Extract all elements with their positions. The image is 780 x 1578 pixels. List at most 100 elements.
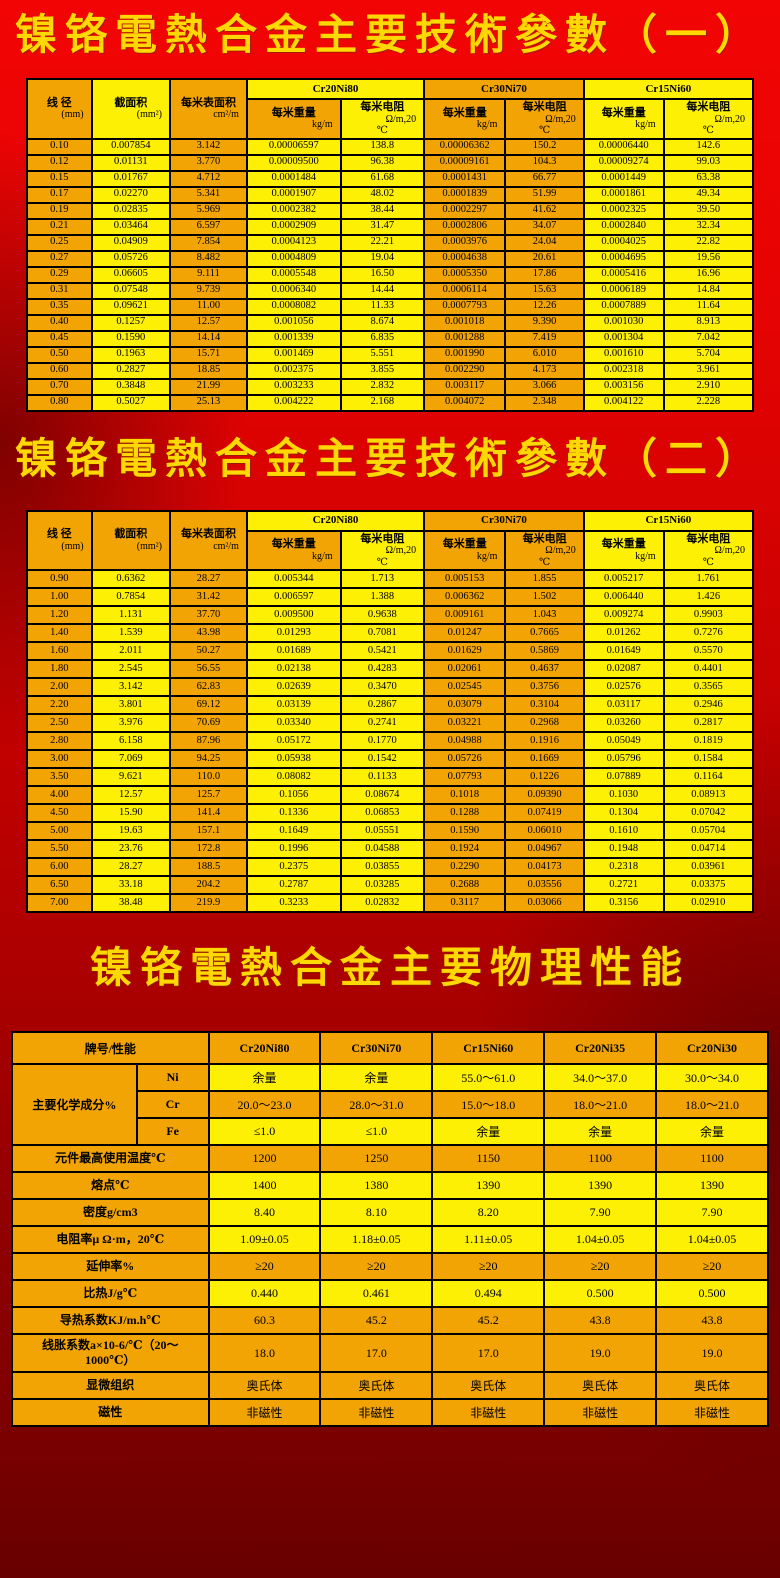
value-cell: 219.9 xyxy=(169,893,248,914)
value-cell: 非磁性 xyxy=(431,1398,546,1428)
physical-properties-table: 牌号/性能 Cr20Ni80 Cr30Ni70 Cr15Ni60 Cr20Ni3… xyxy=(11,1031,769,1428)
value-cell: 25.13 xyxy=(169,393,248,412)
value-cell: 0.494 xyxy=(431,1279,546,1309)
value-cell: 0.27 xyxy=(26,249,93,268)
value-cell: 69.12 xyxy=(169,695,248,716)
value-cell: 0.0005548 xyxy=(245,265,342,284)
value-cell: 16.96 xyxy=(662,265,755,284)
value-cell: 奥氏体 xyxy=(207,1371,322,1401)
value-cell: 1.388 xyxy=(339,587,426,608)
value-cell: 0.0007889 xyxy=(582,297,665,316)
value-cell: ≥20 xyxy=(655,1252,769,1282)
value-cell: 0.01262 xyxy=(582,623,665,644)
header-weight-per-meter: 每米重量 kg/m xyxy=(582,98,665,140)
value-cell: 0.03340 xyxy=(245,713,342,734)
header-wire-diameter: 线 径 (mm) xyxy=(26,78,93,140)
value-cell: 余量 xyxy=(319,1063,434,1093)
value-cell: 0.1584 xyxy=(662,749,755,770)
value-cell: 0.2827 xyxy=(90,361,172,380)
tech-params-table-2: 线 径 (mm) 截面积 (mm²) 每米表面积 cm²/m Cr20Ni80 … xyxy=(26,509,755,914)
value-cell: 0.03556 xyxy=(504,875,585,896)
value-cell: 37.70 xyxy=(169,605,248,626)
table-row: 2.50 3.976 70.69 0.03340 0.2741 0.03221 0.2968… xyxy=(26,713,755,734)
value-cell: 0.0003976 xyxy=(423,233,507,252)
phys-header-row: 牌号/性能 Cr20Ni80 Cr30Ni70 Cr15Ni60 Cr20Ni3… xyxy=(11,1031,769,1066)
value-cell: 0.07889 xyxy=(582,767,665,788)
table-row: 6.50 33.18 204.2 0.2787 0.03285 0.2688 0.03556… xyxy=(26,875,755,896)
value-cell: 1.60 xyxy=(26,641,93,662)
weight-label: 每米重量 xyxy=(271,538,316,551)
value-cell: 0.04588 xyxy=(339,839,426,860)
resistance-label: 每米电阻 xyxy=(360,532,405,545)
value-cell: 1.04±0.05 xyxy=(655,1225,769,1255)
value-cell: 0.001610 xyxy=(582,345,665,364)
header-alloy-cr20ni80: Cr20Ni80 xyxy=(245,78,426,100)
value-cell: 0.006362 xyxy=(423,587,507,608)
property-row: 比热J/g℃ 0.440 0.461 0.494 0.500 0.500 xyxy=(11,1279,769,1309)
value-cell: 0.5421 xyxy=(339,641,426,662)
value-cell: 奥氏体 xyxy=(319,1371,434,1401)
value-cell: 0.1030 xyxy=(582,785,665,806)
value-cell: ≥20 xyxy=(543,1252,658,1282)
value-cell: 8.20 xyxy=(431,1198,546,1228)
value-cell: 0.07042 xyxy=(662,803,755,824)
value-cell: 18.85 xyxy=(169,361,248,380)
table-row: 0.60 0.2827 18.85 0.002375 3.855 0.002290 4.17… xyxy=(26,361,755,380)
value-cell: 15.63 xyxy=(504,281,585,300)
phys-property-label: 密度g/cm3 xyxy=(11,1198,210,1228)
wire-diameter-label: 线 径 xyxy=(46,528,72,541)
value-cell: 0.02639 xyxy=(245,677,342,698)
value-cell: 8.913 xyxy=(662,313,755,332)
value-cell: 0.1336 xyxy=(245,803,342,824)
value-cell: 0.40 xyxy=(26,313,93,332)
value-cell: 2.011 xyxy=(90,641,172,662)
phys-table-header: 牌号/性能 Cr20Ni80 Cr30Ni70 Cr15Ni60 Cr20Ni3… xyxy=(11,1031,769,1066)
resistance-unit-celsius: ℃ xyxy=(702,556,714,568)
value-cell: 0.04909 xyxy=(90,233,172,252)
value-cell: 150.2 xyxy=(504,137,585,156)
phys-element-label: Ni xyxy=(135,1063,210,1093)
sub-header-row: 每米重量 kg/m 每米电阻 Ω/m,20 ℃ 每米重量 kg/m 每米电阻 Ω/m,20 ℃ 每米… xyxy=(27,529,755,572)
property-row: 电阻率μ Ω·m，20℃ 1.09±0.05 1.18±0.05 1.11±0.05 1… xyxy=(11,1225,769,1255)
table-row: 5.50 23.76 172.8 0.1996 0.04588 0.1924 0.04967… xyxy=(26,839,755,860)
value-cell: 15.90 xyxy=(90,803,172,824)
weight-unit: kg/m xyxy=(312,551,333,563)
value-cell: 0.2787 xyxy=(245,875,342,896)
value-cell: 0.500 xyxy=(543,1279,658,1309)
value-cell: 0.4401 xyxy=(662,659,755,680)
value-cell: 7.854 xyxy=(169,233,248,252)
phys-property-label: 磁性 xyxy=(11,1398,210,1428)
value-cell: 2.910 xyxy=(662,377,755,396)
value-cell: 0.4637 xyxy=(504,659,585,680)
value-cell: 0.02545 xyxy=(423,677,507,698)
value-cell: 0.0001484 xyxy=(245,169,342,188)
sub-header-row: 每米重量 kg/m 每米电阻 Ω/m,20 ℃ 每米重量 kg/m 每米电阻 Ω/m,20 ℃ 每米… xyxy=(27,98,755,140)
value-cell: 0.0004025 xyxy=(582,233,665,252)
chem-row: Cr 20.0～23.0 28.0～31.0 15.0～18.0 18.0～21.0 18… xyxy=(12,1090,769,1120)
value-cell: 5.341 xyxy=(169,185,248,204)
value-cell: 0.25 xyxy=(26,233,93,252)
value-cell: 11.64 xyxy=(662,297,755,316)
resistance-unit-celsius: ℃ xyxy=(376,125,388,137)
value-cell: 2.545 xyxy=(90,659,172,680)
table-row: 2.00 3.142 62.83 0.02639 0.3470 0.02545 0.3756… xyxy=(26,677,755,698)
value-cell: 38.48 xyxy=(90,893,172,914)
value-cell: 0.01689 xyxy=(245,641,342,662)
value-cell: 188.5 xyxy=(169,857,248,878)
value-cell: 0.02138 xyxy=(245,659,342,680)
value-cell: 55.0～61.0 xyxy=(431,1063,546,1093)
table-row: 7.00 38.48 219.9 0.3233 0.02832 0.3117 0.03066… xyxy=(26,893,755,914)
value-cell: ≤1.0 xyxy=(207,1117,322,1147)
value-cell: 0.01649 xyxy=(582,641,665,662)
value-cell: 0.006440 xyxy=(582,587,665,608)
value-cell: 0.005153 xyxy=(423,569,507,590)
header-resistance-per-meter: 每米电阻 Ω/m,20 ℃ xyxy=(662,529,755,572)
resistance-unit: Ω/m,20 xyxy=(714,545,746,557)
value-cell: 0.0002382 xyxy=(245,201,342,220)
value-cell: 60.3 xyxy=(207,1306,322,1336)
value-cell: 0.1133 xyxy=(339,767,426,788)
cross-section-unit: (mm²) xyxy=(136,109,163,121)
value-cell: 0.03464 xyxy=(90,217,172,236)
value-cell: 8.40 xyxy=(207,1198,322,1228)
